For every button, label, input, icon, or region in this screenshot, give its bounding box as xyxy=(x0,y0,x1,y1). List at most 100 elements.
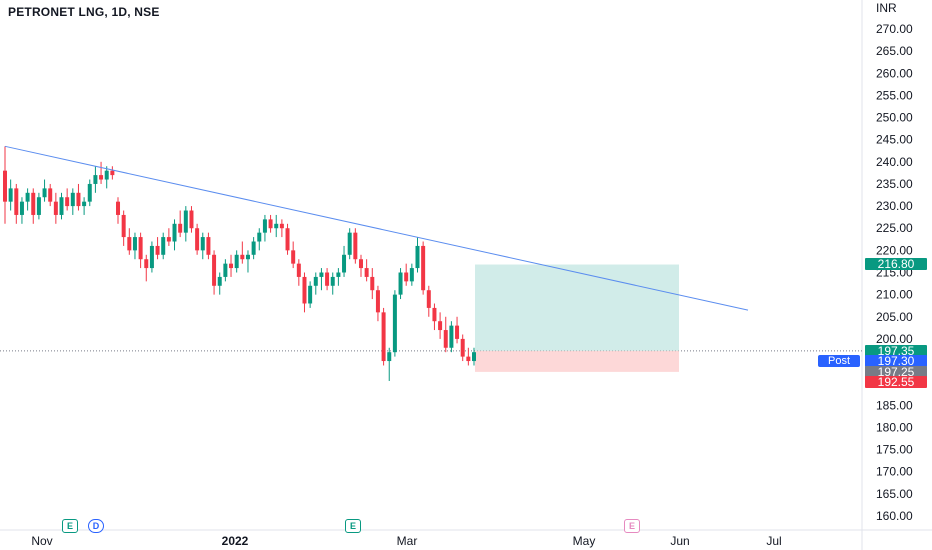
candle-body xyxy=(342,254,347,273)
stop-loss-zone[interactable] xyxy=(475,350,679,372)
symbol-title[interactable]: PETRONET LNG, 1D, NSE xyxy=(8,5,160,19)
candle xyxy=(421,241,426,295)
candle-body xyxy=(347,232,352,255)
currency-label[interactable]: INR xyxy=(876,1,897,15)
candle-body xyxy=(19,201,24,215)
time-tick-label[interactable]: May xyxy=(573,534,596,548)
candle-body xyxy=(65,197,70,207)
candle-body xyxy=(132,237,137,251)
time-tick-label[interactable]: Jun xyxy=(670,534,689,548)
candle xyxy=(432,303,437,331)
candle xyxy=(19,197,24,224)
candle-body xyxy=(472,352,476,362)
earnings-event-icon[interactable]: E xyxy=(345,519,361,533)
candle xyxy=(319,268,324,291)
candle xyxy=(245,250,250,273)
price-tick-label[interactable]: 220.00 xyxy=(876,243,913,257)
candle xyxy=(285,223,290,255)
candle xyxy=(438,312,443,339)
price-tick-label[interactable]: 235.00 xyxy=(876,177,913,191)
candle-body xyxy=(466,356,471,362)
candle xyxy=(279,219,284,238)
candle xyxy=(268,214,273,233)
candle xyxy=(87,179,92,207)
price-tick-label[interactable]: 270.00 xyxy=(876,22,913,36)
candle-body xyxy=(189,210,194,229)
candle-body xyxy=(308,285,313,304)
candle-body xyxy=(223,263,228,277)
candle xyxy=(375,285,380,322)
candle-body xyxy=(178,223,183,233)
price-tick-label[interactable]: 170.00 xyxy=(876,465,913,479)
trendline-segment[interactable] xyxy=(4,145,749,311)
trendline[interactable] xyxy=(4,145,749,311)
candle xyxy=(183,206,188,242)
price-axis-tag[interactable]: 216.80 xyxy=(865,258,927,270)
time-axis[interactable]: Nov 2022 Mar May Jun Jul xyxy=(31,534,781,548)
time-tick-label[interactable]: Mar xyxy=(397,534,418,548)
price-axis-tag[interactable]: 197.30 xyxy=(865,355,927,367)
candle-body xyxy=(358,259,363,269)
time-tick-label[interactable]: Jul xyxy=(766,534,781,548)
price-axis-tag[interactable]: 197.25 xyxy=(865,366,927,378)
earnings-event-icon[interactable]: E xyxy=(624,519,640,533)
candle-body xyxy=(42,188,47,198)
candle xyxy=(251,237,256,260)
candle-body xyxy=(200,237,205,251)
candle xyxy=(342,245,347,277)
price-tick-label[interactable]: 245.00 xyxy=(876,133,913,147)
price-tick-label[interactable]: 225.00 xyxy=(876,221,913,235)
candle xyxy=(291,241,296,269)
price-axis[interactable]: 270.00 265.00 260.00 255.00 250.00 245.00 240.… xyxy=(876,22,913,523)
price-tick-label[interactable]: 180.00 xyxy=(876,420,913,434)
price-tick-label[interactable]: 240.00 xyxy=(876,155,913,169)
candle xyxy=(387,347,392,381)
post-session-badge: Post xyxy=(818,355,860,367)
candle-body xyxy=(268,219,273,229)
candle-body xyxy=(110,170,115,176)
candle xyxy=(178,210,183,238)
candle xyxy=(415,237,420,273)
candle xyxy=(59,192,64,220)
price-tick-label[interactable]: 200.00 xyxy=(876,332,913,346)
long-position-tool[interactable] xyxy=(475,264,679,372)
candle xyxy=(8,179,13,211)
price-tick-label[interactable]: 165.00 xyxy=(876,487,913,501)
profit-zone[interactable] xyxy=(475,264,679,351)
time-tick-label[interactable]: 2022 xyxy=(222,534,249,548)
price-tick-label[interactable]: 185.00 xyxy=(876,398,913,412)
price-tick-label[interactable]: 265.00 xyxy=(876,44,913,58)
price-tick-label[interactable]: 250.00 xyxy=(876,111,913,125)
price-tick-label[interactable]: 175.00 xyxy=(876,443,913,457)
time-tick-label[interactable]: Nov xyxy=(31,534,52,548)
candle-body xyxy=(398,272,403,295)
candle xyxy=(3,146,7,224)
price-tick-label[interactable]: 205.00 xyxy=(876,310,913,324)
price-axis-tag[interactable]: 192.55 xyxy=(865,376,927,388)
candle xyxy=(466,347,471,366)
candle-body xyxy=(336,272,341,277)
candle-body xyxy=(121,214,126,238)
candle xyxy=(347,228,352,260)
candle xyxy=(36,192,41,220)
candle-body xyxy=(76,192,81,207)
candle-body xyxy=(370,276,375,291)
price-axis-tag[interactable]: 197.35 xyxy=(865,345,927,357)
candle-body xyxy=(206,237,211,255)
candle-body xyxy=(240,254,245,260)
price-tick-label[interactable]: 260.00 xyxy=(876,66,913,80)
earnings-event-icon[interactable]: E xyxy=(62,519,78,533)
candle xyxy=(330,272,335,295)
price-tick-label[interactable]: 160.00 xyxy=(876,509,913,523)
candle-body xyxy=(296,263,301,277)
candle xyxy=(404,263,409,286)
price-tick-label[interactable]: 255.00 xyxy=(876,88,913,102)
price-tick-label[interactable]: 230.00 xyxy=(876,199,913,213)
candle-body xyxy=(460,338,465,357)
dividend-event-icon[interactable]: D xyxy=(88,519,104,533)
candle xyxy=(296,259,301,286)
price-tick-label[interactable]: 210.00 xyxy=(876,288,913,302)
candle-body xyxy=(251,241,256,255)
candle xyxy=(48,183,53,207)
